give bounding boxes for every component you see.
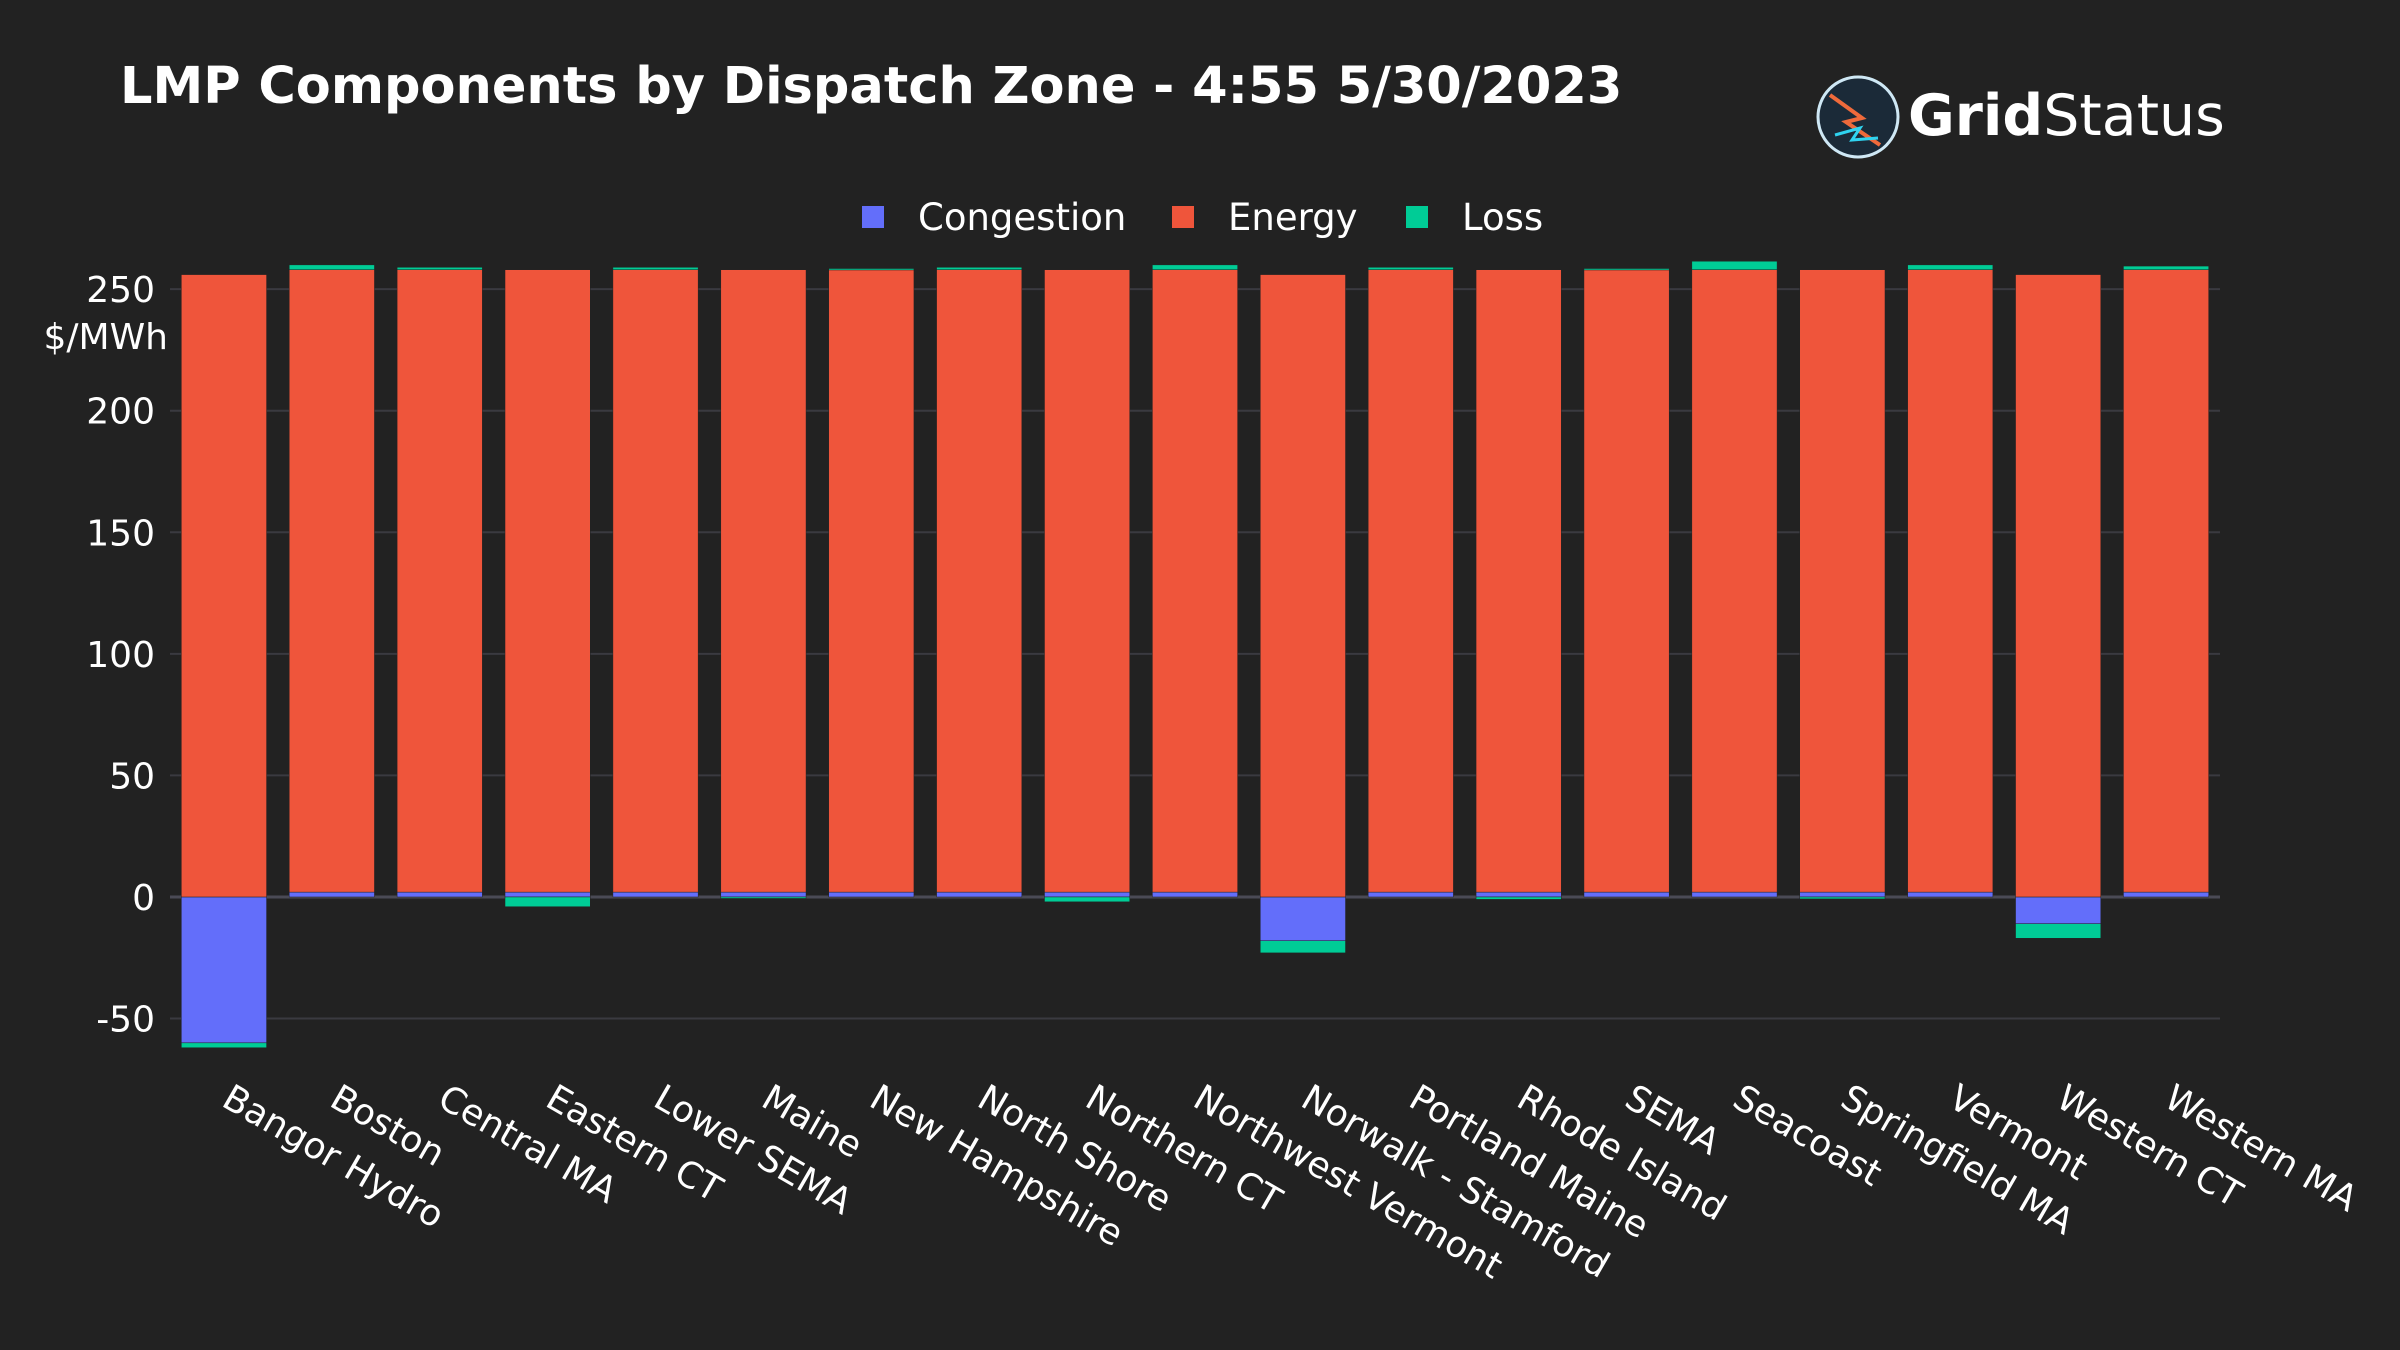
bar-energy (612, 269, 699, 893)
bar-congestion (936, 891, 1023, 898)
bar-loss (1044, 896, 1130, 903)
y-axis-unit-label: $/MWh (43, 317, 168, 358)
bar-congestion (504, 891, 591, 898)
svg-text:GridStatus: GridStatus (1908, 83, 2225, 149)
bar-loss (1691, 260, 1778, 270)
bar-congestion (1907, 891, 1994, 898)
bar-loss (181, 1042, 267, 1048)
bar-energy (504, 269, 591, 893)
bar-energy (1691, 269, 1778, 893)
bar-loss (1152, 264, 1238, 270)
bar-congestion (1691, 891, 1778, 898)
bar-energy (181, 274, 267, 898)
bar-congestion (1799, 891, 1886, 898)
bar-loss (2123, 265, 2209, 270)
bar-congestion (2123, 891, 2209, 898)
chart-title: LMP Components by Dispatch Zone - 4:55 5… (120, 57, 1622, 116)
bar-loss (1367, 267, 1454, 270)
bar-energy (936, 269, 1023, 893)
y-tick-label: 50 (109, 756, 155, 797)
legend-label-energy: Energy (1228, 196, 1358, 239)
bar-loss (396, 267, 483, 270)
logo-text-status: Status (2043, 83, 2225, 149)
bar-congestion (1044, 891, 1130, 898)
bar-energy (396, 269, 483, 893)
bar-loss (936, 267, 1023, 270)
bar-energy (1152, 269, 1238, 893)
bar-congestion (396, 891, 483, 898)
bar-congestion (1152, 891, 1238, 898)
legend: Congestion Energy Loss (862, 196, 1543, 239)
y-tick-label: 150 (86, 513, 155, 554)
legend-swatch-energy (1172, 206, 1194, 228)
y-tick-label: 100 (86, 635, 155, 676)
legend-swatch-congestion (862, 206, 884, 228)
bar-congestion (1583, 891, 1670, 898)
bar-energy (1367, 269, 1454, 893)
bar-energy (1475, 269, 1562, 893)
bar-energy (288, 269, 375, 893)
bar-loss (1260, 940, 1346, 954)
bar-congestion (288, 891, 375, 898)
bar-loss (828, 268, 915, 271)
bar-energy (1583, 269, 1670, 893)
bar-energy (2015, 274, 2102, 898)
bar-energy (1799, 269, 1886, 893)
bar-energy (1260, 274, 1346, 898)
bar-congestion (1367, 891, 1454, 898)
bar-energy (1044, 269, 1130, 893)
bar-congestion (1260, 896, 1346, 941)
legend-label-loss: Loss (1462, 196, 1543, 239)
bar-congestion (181, 896, 267, 1044)
y-tick-label: 200 (86, 392, 155, 433)
bar-congestion (720, 891, 807, 898)
y-tick-label: 0 (132, 878, 155, 919)
bar-loss (288, 264, 375, 270)
bar-congestion (828, 891, 915, 898)
legend-label-congestion: Congestion (918, 196, 1126, 239)
y-tick-label: 250 (86, 270, 155, 311)
bar-loss (504, 896, 591, 907)
y-axis: -50 0 50 100 150 200 250 $/MWh (43, 270, 168, 1040)
bar-energy (828, 269, 915, 893)
bar-loss (1907, 264, 1994, 270)
bar-congestion (1475, 891, 1562, 898)
bar-loss (1475, 896, 1562, 900)
bar-loss (1583, 268, 1670, 271)
bar-loss (1799, 896, 1886, 900)
bar-energy (1907, 269, 1994, 893)
lightning-globe-icon (1816, 75, 1900, 159)
bar-congestion (612, 891, 699, 898)
bar-energy (720, 269, 807, 893)
bar-loss (612, 267, 699, 270)
y-tick-label: -50 (96, 1000, 155, 1041)
bar-congestion (2015, 896, 2102, 924)
legend-swatch-loss (1406, 206, 1428, 228)
logo-text-grid: Grid (1908, 83, 2043, 149)
bar-energy (2123, 269, 2209, 893)
gridstatus-logo: GridStatus (1816, 75, 2225, 159)
bar-loss (720, 896, 807, 899)
bars (181, 260, 2209, 1048)
bar-loss (2015, 923, 2102, 939)
